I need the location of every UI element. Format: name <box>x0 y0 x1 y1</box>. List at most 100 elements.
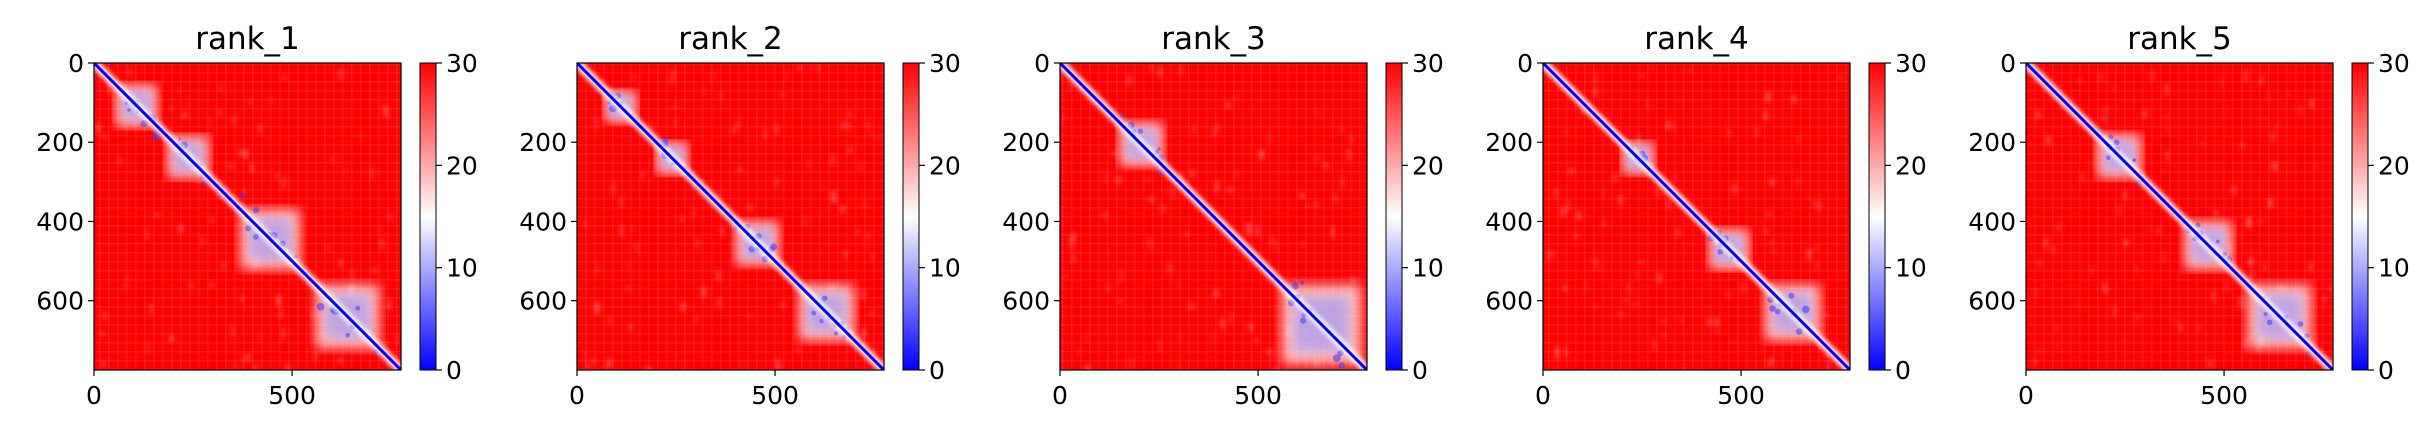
y-tick-label: 200 <box>519 128 567 157</box>
heatmap-speckle-cell <box>2116 205 2122 216</box>
panel-title: rank_1 <box>195 21 300 57</box>
heatmap-speckle-cell <box>1273 367 1278 370</box>
heatmap-speckle-cell <box>124 276 130 280</box>
heatmap-speckle-cell <box>100 331 105 336</box>
heatmap-speckle-cell <box>2097 72 2104 83</box>
heatmap-speckle-cell <box>1553 188 1559 200</box>
heatmap-speckle-cell <box>716 270 721 282</box>
y-tick-label: 400 <box>519 207 567 236</box>
heatmap-speckle-cell <box>269 98 273 102</box>
heatmap-speckle-cell <box>394 334 399 342</box>
heatmap-speckle-cell <box>700 286 707 298</box>
heatmap-speckle-cell <box>2102 115 2106 123</box>
heatmap-speckle-cell <box>240 295 244 302</box>
heatmap-speckle-cell <box>291 82 294 86</box>
colorbar-tick-label: 10 <box>929 254 961 283</box>
colorbar: 0 10 20 30 <box>2351 49 2410 385</box>
heatmap-speckle-cell <box>2037 260 2041 267</box>
heatmap-speckle-cell <box>1601 221 1607 226</box>
heatmap-speckle-cell <box>1117 298 1124 304</box>
heatmap-speckle-cell <box>717 189 721 201</box>
heatmap-speckle-cell <box>1255 225 1260 236</box>
x-tick-label: 0 <box>2018 381 2034 410</box>
heatmap-speckle-cell <box>188 283 194 288</box>
heatmap-speckle-cell <box>350 269 355 280</box>
heatmap-speckle-cell <box>735 121 741 128</box>
heatmap-speckle-cell <box>1640 261 1644 265</box>
heatmap-speckle-cell <box>1185 232 1189 238</box>
x-tick-label: 0 <box>1535 381 1551 410</box>
heatmap-speckle-cell <box>2243 77 2247 82</box>
heatmap-block-dot <box>127 108 131 112</box>
heatmap-speckle-cell <box>632 74 637 81</box>
heatmap-speckle-cell <box>241 355 245 365</box>
x-tick-label: 500 <box>1234 381 1282 410</box>
heatmap-speckle-cell <box>146 341 149 354</box>
heatmap-speckle-cell <box>1772 250 1777 253</box>
heatmap-speckle-cell <box>1725 293 1732 298</box>
heatmap-speckle-cell <box>1646 99 1649 110</box>
heatmap-speckle-cell <box>1655 187 1660 197</box>
heatmap-speckle-cell <box>1260 235 1265 239</box>
colorbar-tick-label: 10 <box>1895 254 1927 283</box>
plot-frame <box>576 62 885 371</box>
heatmap-speckle-cell <box>1069 239 1074 251</box>
heatmap-block-dot <box>240 192 246 198</box>
x-tick-label: 0 <box>86 381 102 410</box>
heatmap-speckle-cell <box>283 75 287 81</box>
heatmap-speckle-cell <box>1068 82 1073 90</box>
heatmap-block-dot <box>1788 292 1795 299</box>
heatmap-speckle-cell <box>626 285 632 290</box>
heatmap-speckle-cell <box>858 162 863 171</box>
heatmap-speckle-cell <box>816 65 821 72</box>
heatmap-block-dot <box>821 295 828 302</box>
heatmap-speckle-cell <box>1234 93 1238 104</box>
heatmap-speckle-cell <box>861 328 866 338</box>
heatmap-speckle-cell <box>369 166 375 178</box>
colorbar-tick-label: 0 <box>2378 356 2394 385</box>
heatmap-speckle-cell <box>219 83 223 91</box>
heatmap-block-dot <box>140 119 148 128</box>
heatmap-speckle-cell <box>1248 323 1254 331</box>
heatmap-speckle-cell <box>1560 207 1566 217</box>
heatmap-speckle-cell <box>2266 94 2270 99</box>
heatmap-speckle-cell <box>257 124 263 133</box>
heatmap-speckle-cell <box>2123 239 2129 247</box>
heatmap-speckle-cell <box>101 135 107 139</box>
heatmap-speckle-cell <box>2200 141 2205 144</box>
heatmap-speckle-cell <box>847 146 854 154</box>
heatmap-speckle-cell <box>865 244 870 249</box>
heatmap-speckle-cell <box>249 164 255 173</box>
heatmap-speckle-cell <box>866 121 870 130</box>
heatmap-speckle-cell <box>1102 211 1107 218</box>
heatmap-speckle-cell <box>258 334 262 340</box>
heatmap-speckle-cell <box>1580 108 1585 114</box>
heatmap-speckle-cell <box>128 69 132 75</box>
heatmap-speckle-cell <box>1576 210 1582 221</box>
heatmap-speckle-cell <box>1179 173 1184 183</box>
heatmap-speckle-cell <box>871 253 874 262</box>
heatmap-speckle-cell <box>248 98 252 105</box>
y-tick-label: 200 <box>36 128 84 157</box>
heatmap-speckle-cell <box>877 135 880 141</box>
heatmap-speckle-cell <box>234 365 239 369</box>
heatmap-area <box>2026 63 2333 370</box>
heatmap-speckle-cell <box>1673 122 1676 131</box>
heatmap-speckle-cell <box>680 215 684 223</box>
y-tick-label: 0 <box>1517 49 1533 78</box>
colorbar-gradient <box>1868 62 1886 371</box>
heatmap-speckle-cell <box>312 354 319 359</box>
x-tick-label: 500 <box>2200 381 2248 410</box>
heatmap-speckle-cell <box>865 232 871 240</box>
heatmap-block-dot <box>2266 319 2273 326</box>
heatmap-speckle-cell <box>672 105 678 110</box>
heatmap-speckle-cell <box>1617 312 1624 317</box>
heatmap-speckle-cell <box>583 351 586 362</box>
heatmap-speckle-cell <box>2079 174 2086 183</box>
heatmap-speckle-cell <box>2056 223 2061 231</box>
heatmap-speckle-cell <box>1806 249 1812 260</box>
heatmap-block-dot <box>253 233 259 240</box>
heatmap-speckle-cell <box>1727 128 1731 137</box>
heatmap-speckle-cell <box>2328 284 2333 293</box>
colorbar-tick-label: 0 <box>1895 356 1911 385</box>
